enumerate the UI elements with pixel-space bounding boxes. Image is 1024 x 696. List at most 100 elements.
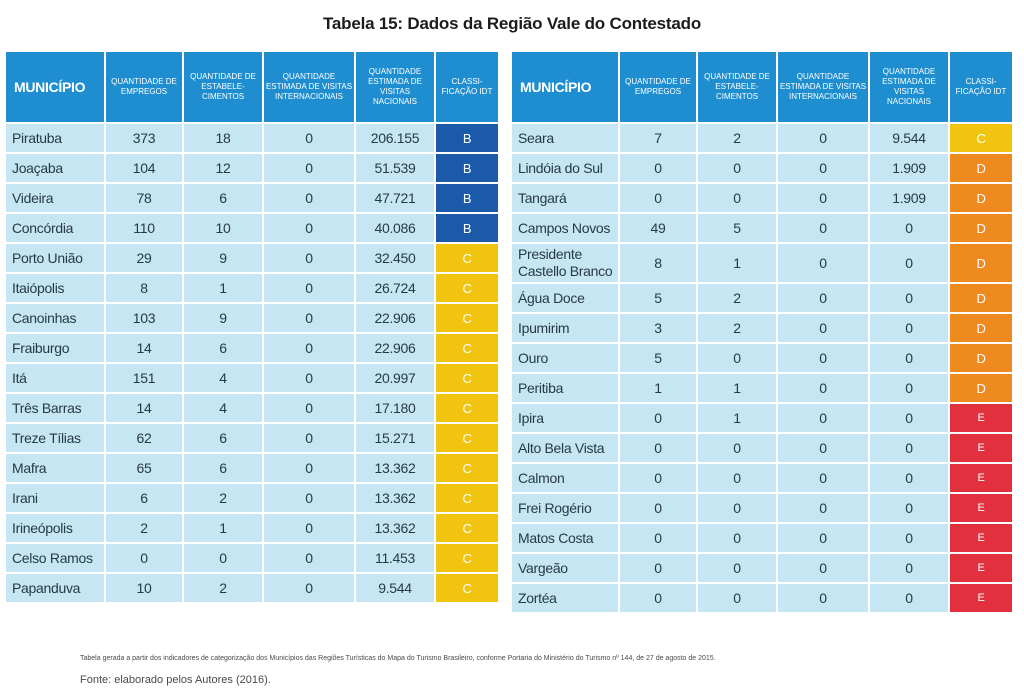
cell-classificacao-badge: B <box>436 154 498 182</box>
cell-estabelecimentos: 4 <box>184 394 262 422</box>
cell-visitas-internacionais: 0 <box>778 584 868 612</box>
cell-empregos: 103 <box>106 304 182 332</box>
header-municipio: MUNICÍPIO <box>512 52 618 122</box>
cell-visitas-nacionais: 0 <box>870 284 948 312</box>
cell-estabelecimentos: 0 <box>698 154 776 182</box>
table-left-body: Piratuba 373 18 0 206.155 B Joaçaba 104 12 0 51.53… <box>6 124 498 602</box>
cell-empregos: 65 <box>106 454 182 482</box>
header-classificacao: CLASSI-FICAÇÃO IDT <box>950 52 1012 122</box>
cell-visitas-internacionais: 0 <box>778 124 868 152</box>
cell-visitas-internacionais: 0 <box>264 304 354 332</box>
cell-classificacao-badge: B <box>436 184 498 212</box>
table-row: Peritiba 1 1 0 0 D <box>512 374 1012 402</box>
cell-estabelecimentos: 0 <box>698 344 776 372</box>
cell-municipio: Presidente Castello Branco <box>512 244 618 282</box>
cell-municipio: Concórdia <box>6 214 104 242</box>
cell-visitas-nacionais: 0 <box>870 314 948 342</box>
cell-visitas-internacionais: 0 <box>778 244 868 282</box>
cell-visitas-nacionais: 0 <box>870 214 948 242</box>
cell-empregos: 0 <box>620 464 696 492</box>
cell-empregos: 0 <box>106 544 182 572</box>
cell-classificacao-badge: C <box>436 364 498 392</box>
cell-classificacao-badge: B <box>436 124 498 152</box>
cell-visitas-internacionais: 0 <box>778 284 868 312</box>
cell-visitas-nacionais: 13.362 <box>356 514 434 542</box>
cell-classificacao-badge: D <box>950 374 1012 402</box>
cell-visitas-internacionais: 0 <box>778 344 868 372</box>
header-empregos: QUANTIDADE DE EMPREGOS <box>106 52 182 122</box>
header-empregos: QUANTIDADE DE EMPREGOS <box>620 52 696 122</box>
cell-estabelecimentos: 18 <box>184 124 262 152</box>
table-row: Concórdia 110 10 0 40.086 B <box>6 214 498 242</box>
cell-classificacao-badge: C <box>436 484 498 512</box>
cell-classificacao-badge: C <box>436 454 498 482</box>
header-row: MUNICÍPIO QUANTIDADE DE EMPREGOS QUANTID… <box>512 52 1012 122</box>
cell-classificacao-badge: E <box>950 434 1012 462</box>
cell-empregos: 78 <box>106 184 182 212</box>
table-row: Calmon 0 0 0 0 E <box>512 464 1012 492</box>
cell-empregos: 62 <box>106 424 182 452</box>
cell-classificacao-badge: C <box>436 514 498 542</box>
cell-classificacao-badge: E <box>950 494 1012 522</box>
header-visitas-nacionais: QUANTIDADE ESTIMADA DE VISITAS NACIONAIS <box>356 52 434 122</box>
cell-visitas-nacionais: 9.544 <box>870 124 948 152</box>
cell-classificacao-badge: B <box>436 214 498 242</box>
header-row: MUNICÍPIO QUANTIDADE DE EMPREGOS QUANTID… <box>6 52 498 122</box>
cell-empregos: 0 <box>620 404 696 432</box>
cell-empregos: 8 <box>620 244 696 282</box>
cell-visitas-internacionais: 0 <box>264 334 354 362</box>
cell-visitas-internacionais: 0 <box>778 554 868 582</box>
cell-visitas-nacionais: 22.906 <box>356 334 434 362</box>
cell-visitas-internacionais: 0 <box>778 464 868 492</box>
table-row: Videira 78 6 0 47.721 B <box>6 184 498 212</box>
cell-visitas-internacionais: 0 <box>264 544 354 572</box>
table-row: Canoinhas 103 9 0 22.906 C <box>6 304 498 332</box>
cell-classificacao-badge: C <box>436 424 498 452</box>
cell-classificacao-badge: C <box>436 274 498 302</box>
cell-empregos: 10 <box>106 574 182 602</box>
table-right-body: Seara 7 2 0 9.544 C Lindóia do Sul 0 0 0 1.909 D Tan… <box>512 124 1012 612</box>
table-row: Ouro 5 0 0 0 D <box>512 344 1012 372</box>
cell-visitas-internacionais: 0 <box>264 574 354 602</box>
cell-estabelecimentos: 2 <box>184 484 262 512</box>
cell-empregos: 0 <box>620 154 696 182</box>
cell-classificacao-badge: E <box>950 584 1012 612</box>
table-row: Celso Ramos 0 0 0 11.453 C <box>6 544 498 572</box>
cell-classificacao-badge: D <box>950 284 1012 312</box>
cell-municipio: Matos Costa <box>512 524 618 552</box>
table-row: Joaçaba 104 12 0 51.539 B <box>6 154 498 182</box>
cell-visitas-internacionais: 0 <box>778 154 868 182</box>
cell-municipio: Calmon <box>512 464 618 492</box>
cell-estabelecimentos: 1 <box>698 244 776 282</box>
cell-empregos: 14 <box>106 334 182 362</box>
header-visitas-internacionais: QUANTIDADE ESTIMADA DE VISITAS INTERNACI… <box>264 52 354 122</box>
cell-empregos: 5 <box>620 344 696 372</box>
cell-empregos: 110 <box>106 214 182 242</box>
cell-municipio: Papanduva <box>6 574 104 602</box>
cell-classificacao-badge: E <box>950 524 1012 552</box>
cell-municipio: Três Barras <box>6 394 104 422</box>
cell-empregos: 0 <box>620 584 696 612</box>
table-row: Três Barras 14 4 0 17.180 C <box>6 394 498 422</box>
cell-visitas-internacionais: 0 <box>778 494 868 522</box>
cell-municipio: Porto União <box>6 244 104 272</box>
cell-municipio: Seara <box>512 124 618 152</box>
cell-visitas-nacionais: 0 <box>870 464 948 492</box>
cell-classificacao-badge: C <box>436 394 498 422</box>
table-row: Mafra 65 6 0 13.362 C <box>6 454 498 482</box>
cell-estabelecimentos: 5 <box>698 214 776 242</box>
cell-municipio: Itaiópolis <box>6 274 104 302</box>
cell-visitas-internacionais: 0 <box>264 514 354 542</box>
header-municipio: MUNICÍPIO <box>6 52 104 122</box>
cell-empregos: 49 <box>620 214 696 242</box>
cell-municipio: Peritiba <box>512 374 618 402</box>
cell-municipio: Irineópolis <box>6 514 104 542</box>
cell-estabelecimentos: 6 <box>184 184 262 212</box>
table-row: Papanduva 10 2 0 9.544 C <box>6 574 498 602</box>
cell-estabelecimentos: 1 <box>698 374 776 402</box>
header-estabelecimentos: QUANTIDADE DE ESTABELE-CIMENTOS <box>184 52 262 122</box>
table-row: Lindóia do Sul 0 0 0 1.909 D <box>512 154 1012 182</box>
cell-visitas-internacionais: 0 <box>778 184 868 212</box>
table-row: Itaiópolis 8 1 0 26.724 C <box>6 274 498 302</box>
table-row: Treze Tílias 62 6 0 15.271 C <box>6 424 498 452</box>
